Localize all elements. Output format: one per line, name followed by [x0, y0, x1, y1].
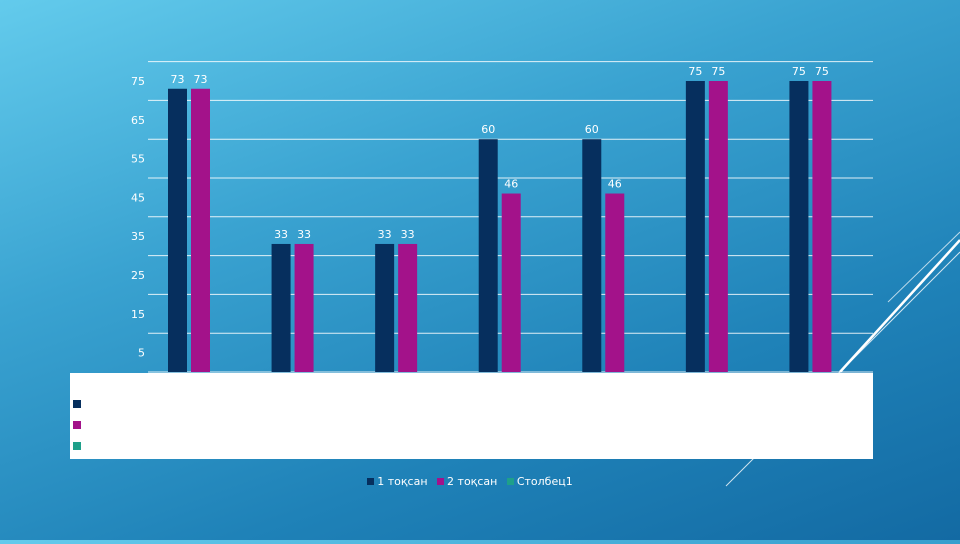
bar-series2 — [191, 88, 210, 372]
decoration-line — [839, 239, 960, 373]
bar-series1 — [168, 88, 187, 372]
bar-series2 — [398, 243, 418, 372]
data-label: 46 — [608, 178, 622, 191]
data-table-row — [73, 442, 85, 454]
legend-item: Столбец1 — [506, 475, 573, 488]
y-tick-label: 45 — [131, 191, 145, 204]
bar-series2 — [294, 243, 314, 372]
bar-series1 — [789, 81, 809, 372]
data-label: 73 — [194, 73, 208, 86]
y-tick-label: 15 — [131, 308, 145, 321]
bar-series2 — [812, 81, 832, 372]
data-table-row — [73, 421, 85, 433]
y-tick-label: 35 — [131, 230, 145, 243]
data-label: 33 — [378, 228, 392, 241]
y-tick-label: 55 — [131, 153, 145, 166]
data-label: 46 — [504, 178, 518, 191]
y-tick-label: 25 — [131, 269, 145, 282]
decoration-line — [825, 251, 960, 387]
legend-label: 2 тоқсан — [447, 475, 498, 488]
data-label: 75 — [815, 65, 829, 78]
data-label: 73 — [171, 73, 185, 86]
y-tick-label: 5 — [138, 347, 145, 360]
data-table — [70, 373, 873, 459]
data-labels: 73 73 33 33 33 33 60 46 60 46 75 75 75 75 — [171, 65, 829, 241]
legend-label: Столбец1 — [516, 475, 573, 488]
series3-swatch — [73, 442, 81, 450]
bars — [168, 81, 832, 372]
legend-swatch — [367, 478, 375, 485]
legend-item: 1 тоқсан — [367, 475, 428, 488]
bar-series2 — [605, 193, 625, 372]
chart-legend: 1 тоқсан 2 тоқсан Столбец1 — [0, 475, 940, 488]
bar-series1 — [375, 243, 395, 372]
decoration-line — [887, 231, 960, 303]
series1-swatch — [73, 400, 81, 408]
data-table-row — [73, 400, 85, 412]
legend-label: 1 тоқсан — [377, 475, 428, 488]
legend-item: 2 тоқсан — [437, 475, 497, 488]
bar-series1 — [685, 81, 705, 372]
data-label: 33 — [274, 228, 288, 241]
data-label: 33 — [297, 228, 311, 241]
bar-series1 — [478, 139, 498, 372]
y-tick-label: 75 — [131, 75, 145, 88]
data-label: 60 — [481, 123, 495, 136]
y-tick-label: 65 — [131, 114, 145, 127]
data-label: 75 — [711, 65, 725, 78]
series2-swatch — [73, 421, 81, 429]
bar-series2 — [708, 81, 728, 372]
bar-series1 — [582, 139, 602, 372]
data-label: 75 — [688, 65, 702, 78]
data-label: 60 — [585, 123, 599, 136]
legend-swatch — [506, 478, 514, 485]
data-label: 33 — [401, 228, 415, 241]
legend-swatch — [437, 478, 445, 485]
y-axis-ticks: 5 15 25 35 45 55 65 75 — [131, 75, 145, 360]
bar-series1 — [271, 243, 291, 372]
bar-series2 — [501, 193, 521, 372]
data-label: 75 — [792, 65, 806, 78]
